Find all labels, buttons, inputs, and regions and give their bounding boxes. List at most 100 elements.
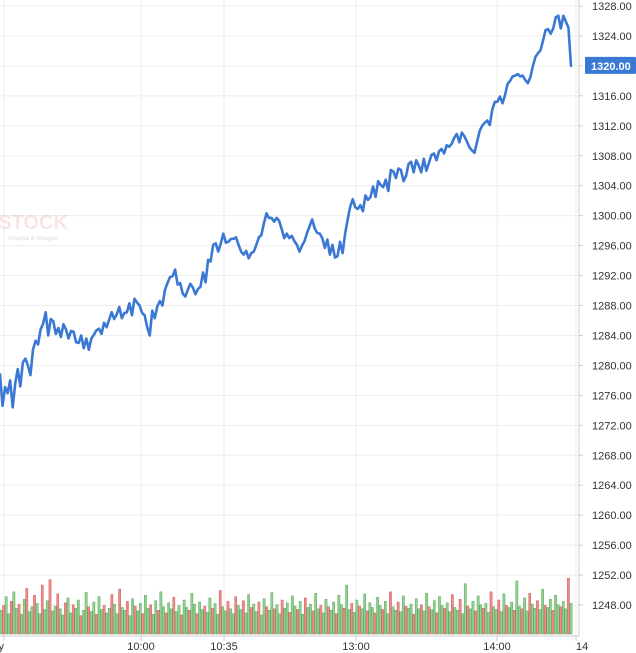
volume-bar [549,599,552,635]
volume-bar [479,604,483,635]
x-tick-label: 10:35 [210,641,238,653]
volume-bar [53,605,57,635]
volume-bar [298,601,302,635]
volume-bar [448,611,452,635]
volume-bar [373,612,377,635]
volume-bar [115,613,119,635]
y-tick-label: 1256.00 [592,540,632,552]
y-tick-label: 1248.00 [592,600,632,612]
volume-bar [273,608,276,635]
volume-bar [275,604,279,635]
price-series [0,14,573,409]
volume-bar [151,614,155,635]
volume-bar [236,605,240,635]
volume-bar [497,599,501,635]
volume-bar [342,607,346,635]
volume-bar [409,603,413,635]
volume-bar [512,610,516,635]
volume-bar [500,611,503,635]
volume-bar [198,601,201,635]
y-tick-label: 1276.00 [592,390,632,402]
volume-bar [543,605,547,635]
volume-bar [453,607,457,635]
volume-bar [22,599,26,635]
volume-bar [110,594,114,635]
x-tick-label: 10:00 [127,641,155,653]
volume-bar [443,607,446,635]
volume-bar [314,593,317,635]
volume-bar [144,595,147,635]
volume-bar [64,602,67,635]
volume-bar [167,602,170,635]
volume-bar [89,611,93,635]
volume-bar [523,597,526,635]
volume-bar [211,607,214,635]
y-tick-label: 1328.00 [592,1,632,13]
volume-bar [131,598,134,635]
volume-bar [536,600,539,635]
volume-bar [345,584,348,635]
volume-bar [38,613,41,635]
volume-bar [193,603,196,635]
y-tick-label: 1296.00 [592,241,632,253]
volume-bar [242,600,245,635]
volume-bar [0,610,3,635]
volume-bar [149,604,152,635]
volume-bar [396,601,400,635]
volume-bar [61,614,65,635]
volume-bar [118,588,121,635]
y-tick-label: 1304.00 [592,181,632,193]
last-price-tag: 1320.00 [585,56,636,74]
volume-bar [316,608,320,635]
volume-bar [520,608,524,635]
volume-bar [17,603,21,635]
y-tick-label: 1308.00 [592,151,632,163]
volume-bar [414,598,418,635]
volume-bar [247,594,250,635]
volume-bar [221,606,225,635]
volume-bar [206,612,209,635]
volume-bar [95,614,98,635]
volume-bar [82,610,85,635]
volume-bar [40,584,44,635]
x-tick-label: ay [0,641,4,653]
volume-bar [463,583,467,635]
volume-bar [10,601,13,635]
grid-lines [0,0,579,636]
volume-bar [340,604,343,635]
volume-bar [213,603,217,635]
volume-bar [451,594,454,635]
volume-bar [195,613,199,635]
volume-bar [407,607,410,635]
volume-bar [440,605,444,635]
volume-bar [567,578,570,635]
watermark-text: TSTOCK [0,212,68,234]
volume-bar [474,610,477,635]
volume-bar [394,610,397,635]
y-tick-label: 1300.00 [592,211,632,223]
y-tick-label: 1284.00 [592,330,632,342]
volume-bar [169,608,173,635]
volume-bar [224,610,227,635]
volume-bars [0,578,573,635]
volume-bar [487,612,490,635]
y-tick-label: 1264.00 [592,480,632,492]
y-tick-label: 1252.00 [592,570,632,582]
volume-bar [417,608,421,635]
watermark: TSTOCK Graphs & Images [0,212,68,242]
volume-bar [208,597,212,635]
volume-bar [466,605,470,635]
volume-bar [337,595,341,635]
volume-bar [322,612,325,635]
volume-bar [92,601,96,635]
volume-bar [265,606,268,635]
volume-bar [363,593,366,635]
volume-bar [546,607,550,635]
volume-bar [381,609,385,635]
volume-bar [20,614,23,635]
volume-bar [301,614,305,635]
volume-bar [494,609,498,635]
volume-bar [113,603,116,635]
volume-bar [280,599,284,635]
